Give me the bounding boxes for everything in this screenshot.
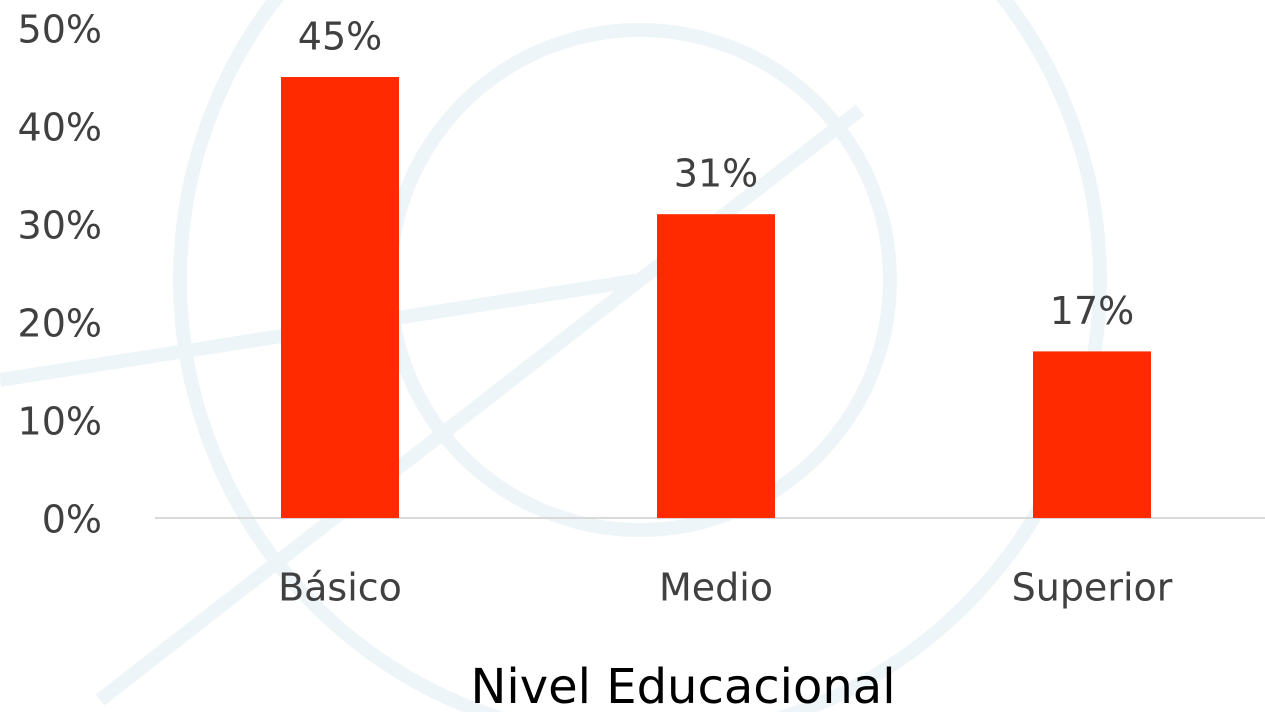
x-tick-label: Medio — [659, 566, 773, 610]
bar — [1033, 351, 1151, 518]
y-tick-label: 30% — [18, 204, 102, 248]
bar — [657, 214, 775, 518]
value-label: 17% — [1050, 289, 1134, 333]
x-tick-label: Superior — [1012, 566, 1173, 610]
x-tick-label: Básico — [278, 566, 402, 610]
value-label: 45% — [298, 15, 382, 59]
x-axis-title: Nivel Educacional — [470, 659, 895, 712]
background-decoration — [0, 0, 1107, 712]
value-label: 31% — [674, 152, 758, 196]
y-tick-label: 10% — [18, 400, 102, 444]
y-tick-label: 40% — [18, 106, 102, 150]
y-tick-label: 0% — [42, 498, 102, 542]
y-tick-label: 50% — [18, 8, 102, 52]
y-tick-label: 20% — [18, 302, 102, 346]
bar — [281, 77, 399, 518]
